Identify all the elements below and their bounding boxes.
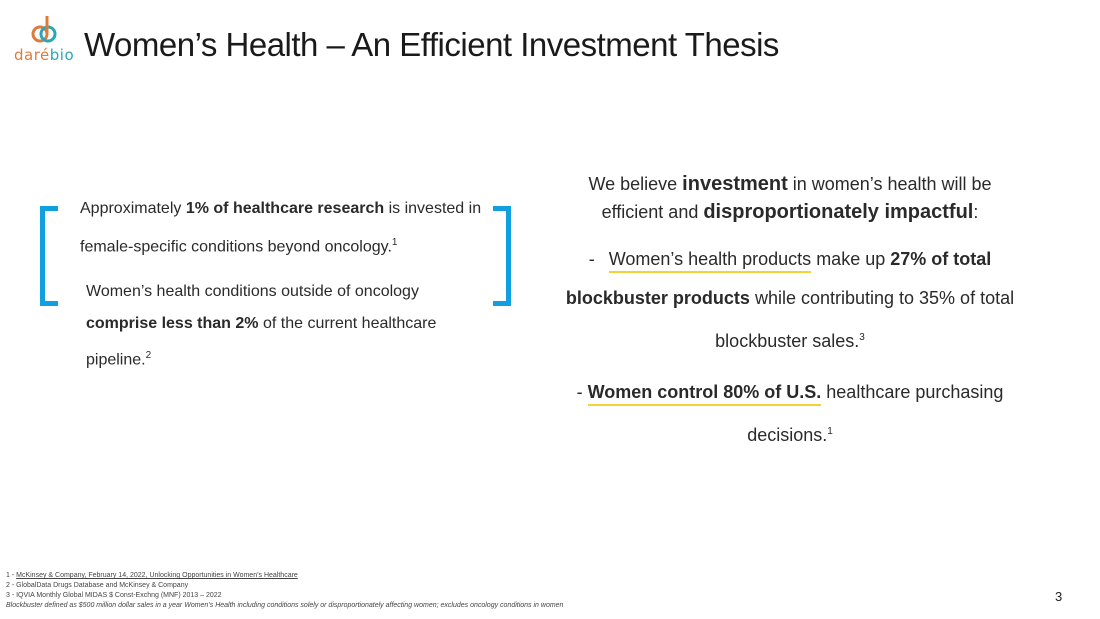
pipeline-statement: Women’s health conditions outside of onc… — [86, 283, 437, 369]
footnote-1-link[interactable]: McKinsey & Company, February 14, 2022, U… — [16, 572, 298, 579]
footnotes: 1 - McKinsey & Company, February 14, 202… — [6, 571, 706, 611]
research-statement: Approximately 1% of healthcare research … — [80, 200, 482, 256]
logo-mark-icon — [31, 16, 57, 43]
thesis-intro: We believe investment in women’s health … — [588, 173, 992, 223]
footnote-definition: Blockbuster defined as $500 million doll… — [6, 602, 564, 609]
footnote-3: 3 - IQVIA Monthly Global MIDAS $ Const-E… — [6, 592, 222, 599]
left-bracket — [40, 206, 58, 306]
right-bracket — [493, 206, 511, 306]
footnote-2: 2 - GlobalData Drugs Database and McKins… — [6, 582, 189, 589]
investment-thesis: We believe investment in women’s health … — [560, 170, 1020, 455]
purchasing-bullet: - Women control 80% of U.S. healthcare p… — [576, 382, 1004, 445]
page-title: Women’s Health – An Efficient Investment… — [84, 26, 779, 63]
company-logo: darébio — [14, 14, 76, 66]
page-number: 3 — [1055, 589, 1063, 604]
blockbuster-bullet: - Women’s health products make up 27% of … — [565, 249, 1015, 351]
footnote-1: 1 - McKinsey & Company, February 14, 202… — [6, 572, 298, 579]
logo-text: darébio — [14, 46, 75, 64]
